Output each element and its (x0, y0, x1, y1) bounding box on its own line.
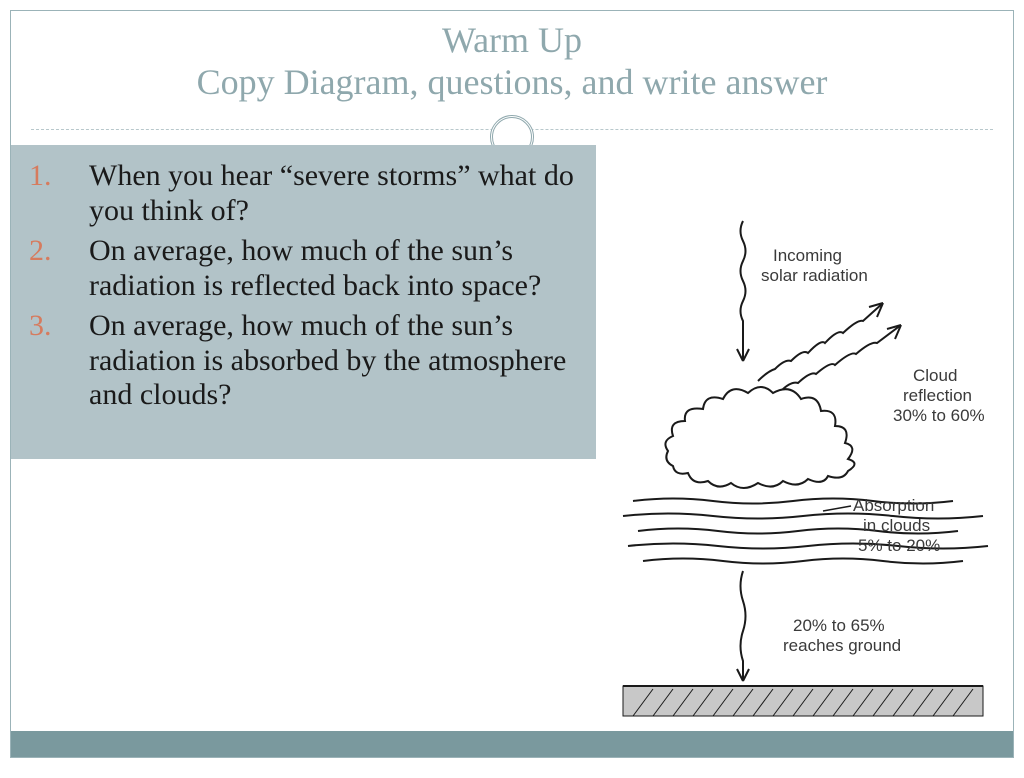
divider (11, 115, 1013, 145)
footer-bar (11, 731, 1013, 757)
title-line-2: Copy Diagram, questions, and write answe… (31, 61, 993, 103)
title-line-1: Warm Up (31, 19, 993, 61)
label-incoming-2: solar radiation (761, 266, 868, 285)
label-reflection-1: Cloud (913, 366, 957, 385)
question-text: When you hear “severe storms” what do yo… (89, 159, 578, 228)
label-ground-1: 20% to 65% (793, 616, 885, 635)
slide: Warm Up Copy Diagram, questions, and wri… (10, 10, 1014, 758)
label-absorption-1: Absorption (853, 496, 934, 515)
label-ground-2: reaches ground (783, 636, 901, 655)
label-reflection-2: reflection (903, 386, 972, 405)
question-item: 1. When you hear “severe storms” what do… (29, 159, 578, 228)
question-item: 2. On average, how much of the sun’s rad… (29, 234, 578, 303)
question-text: On average, how much of the sun’s radiat… (89, 309, 578, 413)
label-absorption-2: in clouds (863, 516, 930, 535)
question-number: 3. (29, 309, 89, 413)
questions-panel: 1. When you hear “severe storms” what do… (11, 145, 596, 459)
question-item: 3. On average, how much of the sun’s rad… (29, 309, 578, 413)
slide-header: Warm Up Copy Diagram, questions, and wri… (11, 11, 1013, 115)
question-number: 2. (29, 234, 89, 303)
question-number: 1. (29, 159, 89, 228)
label-absorption-3: 5% to 20% (858, 536, 940, 555)
radiation-diagram: Incoming solar radiation Cloud reflectio… (613, 211, 993, 731)
label-incoming-1: Incoming (773, 246, 842, 265)
question-text: On average, how much of the sun’s radiat… (89, 234, 578, 303)
label-reflection-3: 30% to 60% (893, 406, 985, 425)
